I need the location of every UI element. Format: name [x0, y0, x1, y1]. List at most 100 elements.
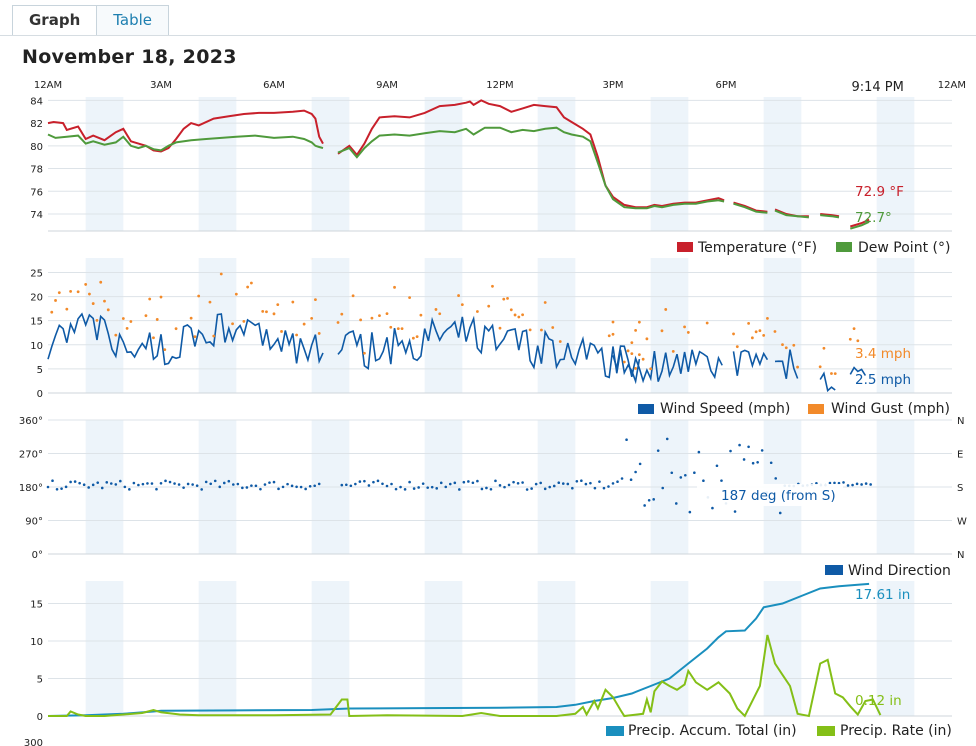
wind-direction-point: [272, 480, 276, 484]
y-tick-label: 0°: [32, 550, 43, 561]
wind-gust-point: [686, 331, 690, 334]
wind-direction-point: [855, 482, 859, 486]
wind-gust-point: [762, 333, 766, 337]
wind-gust-point: [261, 309, 265, 313]
wind-direction-point: [516, 481, 520, 485]
wind-direction-point: [864, 482, 868, 485]
wind-direction-point: [525, 488, 529, 491]
time-band: [537, 581, 576, 716]
wind-direction-point: [742, 458, 746, 461]
wind-gust-point: [265, 310, 268, 314]
wind-direction-point: [46, 485, 50, 489]
wind-gust-point: [671, 349, 675, 353]
wind-direction-point: [263, 483, 267, 486]
wind-direction-point: [268, 481, 271, 484]
wind-gust-point: [634, 328, 637, 332]
next-panel-tick-label: 300: [24, 738, 43, 746]
wind-direction-point: [869, 483, 872, 486]
wind-gust-point: [611, 320, 615, 324]
wind-gust-point: [393, 285, 396, 289]
wind-direction-point: [521, 481, 524, 484]
wind-direction-point: [227, 479, 231, 483]
wind-direction-point: [489, 487, 493, 491]
tab-graph[interactable]: Graph: [12, 5, 98, 35]
y-tick-label: 74: [30, 210, 43, 221]
legend-wind-gust: Wind Gust (mph): [831, 401, 950, 417]
y-tick-label: 10: [30, 637, 43, 648]
wind-gust-point: [434, 308, 438, 311]
legend-swatch-temperature: [677, 242, 693, 252]
wind-direction-point: [697, 450, 701, 454]
wind-gust-point: [558, 340, 562, 343]
wind-direction-point: [693, 471, 696, 475]
wind-gust-point: [336, 321, 340, 324]
tab-table[interactable]: Table: [97, 5, 170, 35]
time-band: [85, 97, 124, 231]
wind-direction-point: [688, 510, 692, 514]
wind-direction-point: [372, 480, 375, 484]
wind-direction-point: [241, 486, 244, 490]
wind-direction-point: [78, 481, 81, 485]
wind-direction-point: [150, 482, 154, 485]
current-wind-gust: 3.4 mph: [855, 346, 911, 362]
wind-direction-point: [860, 483, 863, 486]
wind-direction-point: [399, 485, 402, 489]
time-band: [198, 258, 237, 393]
wind-direction-point: [64, 485, 68, 489]
wind-direction-point: [308, 485, 312, 488]
wind-gust-point: [163, 348, 167, 352]
wind-direction-point: [733, 510, 737, 513]
wind-direction-point: [286, 482, 289, 486]
series-line: [337, 126, 725, 210]
wind-direction-point: [661, 486, 665, 490]
wind-gust-point: [705, 321, 709, 325]
wind-gust-point: [231, 322, 234, 326]
wind-speed-line: [819, 371, 836, 393]
wind-direction-point: [656, 449, 660, 452]
wind-speed-line: [612, 345, 723, 384]
y-tick-label: 90°: [25, 517, 43, 528]
wind-direction-point: [60, 487, 63, 490]
wind-direction-point: [643, 504, 646, 507]
wind-direction-point: [349, 484, 353, 488]
wind-gust-point: [513, 313, 517, 317]
wind-gust-point: [250, 281, 253, 285]
wind-direction-point: [652, 498, 655, 501]
wind-direction-point: [132, 481, 136, 485]
wind-gust-point: [502, 297, 506, 301]
wind-direction-point: [173, 482, 176, 485]
wind-direction-point: [711, 506, 714, 510]
wind-gust-point: [517, 315, 521, 319]
wind-direction-point: [837, 481, 841, 485]
time-tick-label: 3AM: [150, 80, 172, 91]
wind-gust-point: [521, 313, 524, 317]
wind-gust-point: [645, 337, 649, 341]
wind-direction-point: [815, 482, 818, 485]
wind-gust-point: [50, 310, 54, 314]
wind-direction-point: [548, 485, 552, 489]
wind-direction-point: [593, 486, 597, 490]
wind-gust-point: [457, 294, 460, 297]
series-line: [733, 201, 768, 213]
wind-direction-point: [87, 486, 90, 489]
current-dew-point: 72.7°: [855, 210, 892, 226]
wind-gust-point: [506, 296, 509, 300]
y-tick-label: 0: [37, 389, 43, 400]
wind-direction-point: [218, 485, 222, 489]
wind-direction-point: [647, 499, 651, 502]
series-line: [733, 202, 768, 214]
wind-speed-line: [47, 312, 324, 366]
wind-direction-point: [354, 482, 357, 486]
time-band: [85, 258, 124, 393]
wind-direction-point: [281, 485, 285, 489]
wind-gust-point: [193, 335, 197, 339]
time-band: [650, 581, 689, 716]
wind-direction-point: [105, 481, 109, 484]
wind-gust-point: [76, 290, 80, 294]
wind-speed-line: [732, 349, 769, 376]
wind-direction-point: [358, 480, 362, 483]
wind-gust-point: [65, 307, 69, 311]
wind-gust-point: [460, 303, 464, 306]
time-tick-label: 6PM: [715, 80, 736, 91]
wind-gust-point: [84, 283, 88, 286]
